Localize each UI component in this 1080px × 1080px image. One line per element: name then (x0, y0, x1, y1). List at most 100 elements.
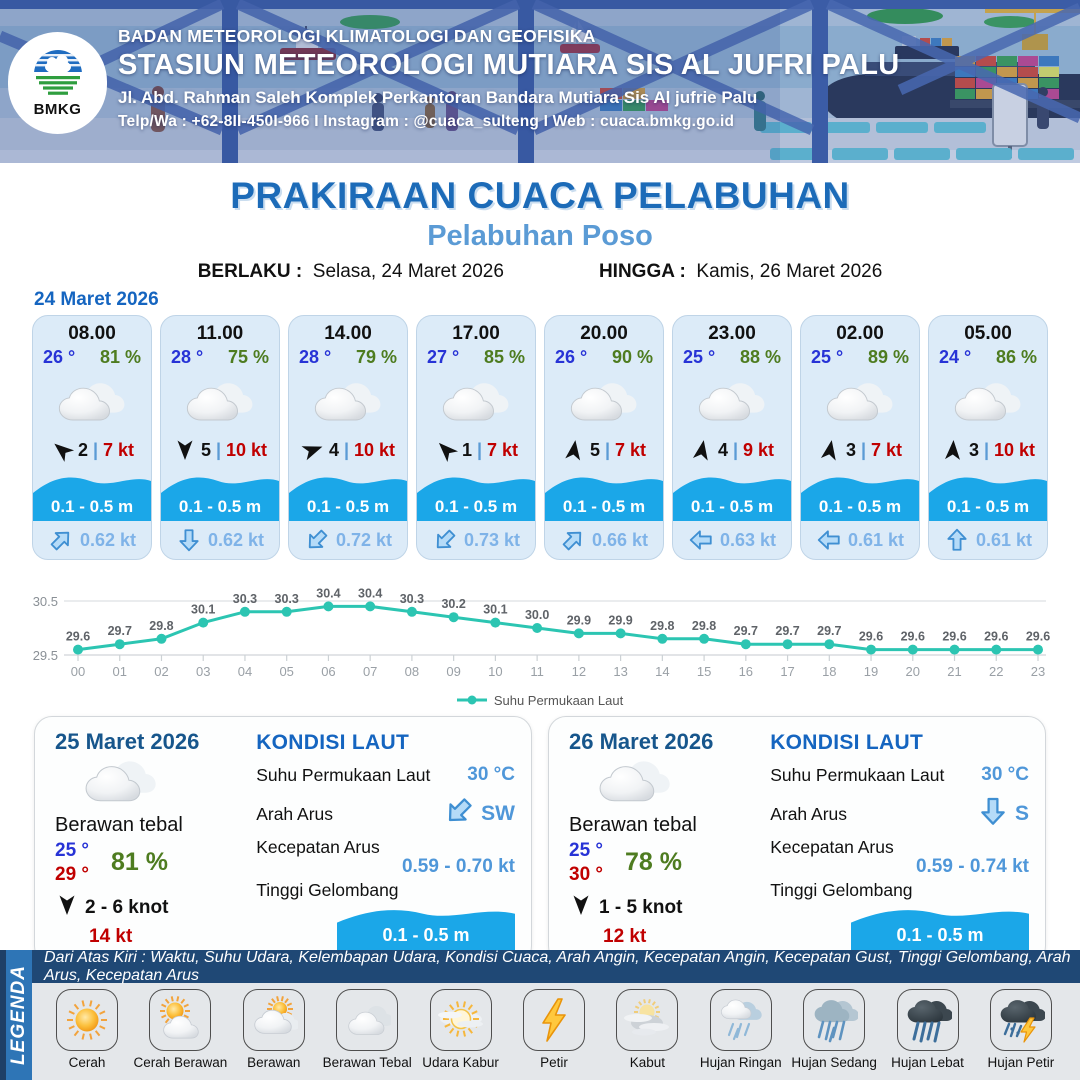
sst-chart-plot: 30.5 29.5 00 01 02 03 04 05 06 07 08 09 10 11 12 13 14 15… (0, 567, 1080, 690)
card-temp: 28 ° (299, 347, 332, 367)
svg-text:21: 21 (947, 664, 961, 679)
rain-heavy-icon (896, 989, 959, 1051)
current-speed-value: 0.59 - 0.70 kt (401, 856, 515, 877)
sst-value: 30 °C (467, 764, 515, 785)
direction-arrow-icon (820, 440, 836, 461)
card-gust: 7 kt (103, 439, 135, 460)
card-wind-force: 3 (845, 439, 856, 460)
forecast-card-14.00: 14.00 28 ° 79 % 4 | 10 kt 0.1 - 0.5 m 0.72… (288, 315, 408, 560)
svg-text:29.6: 29.6 (901, 630, 925, 644)
legend-item-label: Udara Kabur (422, 1055, 499, 1070)
card-wind-force: 5 (589, 439, 600, 460)
svg-text:14: 14 (655, 664, 669, 679)
page-title: PRAKIRAAN CUACA PELABUHAN (230, 175, 850, 216)
legend-item-haze-sun: Udara Kabur (416, 989, 506, 1070)
cloud-icon (442, 382, 509, 420)
card-current-row: 0.66 kt (545, 521, 663, 559)
temp-max: 30 ° (569, 863, 604, 885)
card-humidity: 88 % (739, 347, 781, 367)
direction-arrow-icon (944, 440, 960, 460)
legend-section: LEGENDA Dari Atas Kiri : Waktu, Suhu Uda… (0, 949, 1080, 1080)
header-text: BADAN METEOROLOGI KLIMATOLOGI DAN GEOFIS… (118, 26, 899, 131)
station-contact: Telp/Wa : +62-8II-450I-966 I Instagram :… (118, 113, 735, 130)
card-wave-band: 0.1 - 0.5 m (161, 469, 279, 521)
card-current-row: 0.63 kt (673, 521, 791, 559)
current-arrow-icon (179, 529, 199, 552)
legend-item-cloud-sun: Berawan (229, 989, 319, 1070)
wind-row: 1 - 5 knot (569, 893, 762, 923)
current-arrow-icon (308, 529, 328, 549)
haze-sun-icon (429, 989, 492, 1051)
legend-item-label: Hujan Petir (987, 1055, 1055, 1070)
day-summary-cards: 25 Maret 2026 Berawan tebal 25 ° 29 ° 81… (0, 716, 1080, 964)
card-current-row: 0.62 kt (161, 521, 279, 559)
legend-description: Dari Atas Kiri : Waktu, Suhu Udara, Kele… (32, 949, 1080, 984)
svg-text:11: 11 (530, 664, 544, 679)
card-humidity: 85 % (483, 347, 525, 367)
current-direction-icon (443, 795, 475, 833)
lightning-icon (522, 989, 585, 1051)
card-time: 08.00 (68, 323, 116, 344)
cloud-icon (186, 382, 253, 420)
svg-text:05: 05 (279, 664, 293, 679)
card-wind-row: 3 | 10 kt (929, 434, 1047, 466)
legend-item-lightning: Petir (509, 989, 599, 1070)
svg-text:08: 08 (405, 664, 419, 679)
svg-text:30.1: 30.1 (483, 603, 507, 617)
card-time: 11.00 (196, 323, 244, 344)
cloud-icon (826, 382, 893, 420)
temp-max: 29 ° (55, 863, 90, 885)
card-time: 05.00 (964, 323, 1012, 344)
forecast-date: 24 Maret 2026 (34, 289, 159, 310)
sst-value: 30 °C (981, 764, 1029, 785)
card-weather-icon (545, 370, 663, 434)
weather-condition: Berawan tebal (569, 814, 697, 836)
wave-icon (850, 910, 1029, 953)
hingga: HINGGA : Kamis, 26 Maret 2026 (599, 261, 882, 283)
station-name: STASIUN METEOROLOGI MUTIARA SIS AL JUFRI… (118, 49, 900, 81)
legend-item-fog: Kabut (602, 989, 692, 1070)
svg-text:30.4: 30.4 (316, 586, 340, 600)
sea-conditions: KONDISI LAUT Suhu Permukaan Laut 30 °C A… (248, 729, 515, 953)
card-wave-band: 0.1 - 0.5 m (801, 469, 919, 521)
cloud-icon (81, 759, 248, 810)
card-time: 20.00 (580, 323, 628, 344)
current-direction-value: SW (481, 802, 515, 825)
card-wind-row: 5 | 10 kt (161, 434, 279, 466)
svg-text:30.1: 30.1 (191, 603, 215, 617)
card-weather-icon (929, 370, 1047, 434)
cloud-icon (599, 761, 670, 802)
card-temp: 27 ° (427, 347, 460, 367)
card-gust: 7 kt (615, 439, 647, 460)
card-wave-band: 0.1 - 0.5 m (417, 469, 535, 521)
wave-height-label: Tinggi Gelombang (770, 880, 913, 900)
current-speed-label: Kecepatan Arus (770, 837, 894, 857)
wave-height-value: 0.1 - 0.5 m (382, 925, 470, 945)
svg-text:18: 18 (822, 664, 836, 679)
fog-icon (616, 989, 679, 1051)
svg-text:12: 12 (572, 664, 586, 679)
card-weather-icon (417, 370, 535, 434)
current-arrow-icon (981, 797, 1005, 825)
card-wave-height: 0.1 - 0.5 m (562, 497, 646, 516)
legend-item-label: Berawan Tebal (322, 1055, 412, 1070)
clouds-icon (336, 989, 399, 1051)
svg-text:30.0: 30.0 (525, 608, 549, 622)
cloud-icon (698, 382, 765, 420)
wave-icon (161, 477, 279, 521)
card-wave-band: 0.1 - 0.5 m (33, 469, 151, 521)
svg-text:09: 09 (446, 664, 460, 679)
current-arrow-icon (562, 531, 582, 551)
sst-label: Suhu Permukaan Laut (256, 764, 431, 785)
svg-text:30.3: 30.3 (233, 592, 257, 606)
card-current-speed: 0.61 kt (847, 529, 905, 550)
card-weather-icon (289, 370, 407, 434)
card-current-speed: 0.66 kt (591, 529, 649, 550)
current-arrow-icon (50, 531, 70, 551)
weather-condition: Berawan tebal (55, 814, 183, 836)
card-wave-height: 0.1 - 0.5 m (50, 497, 134, 516)
card-time: 23.00 (708, 323, 756, 344)
card-gust: 9 kt (743, 439, 775, 460)
current-direction-icon (977, 795, 1009, 833)
